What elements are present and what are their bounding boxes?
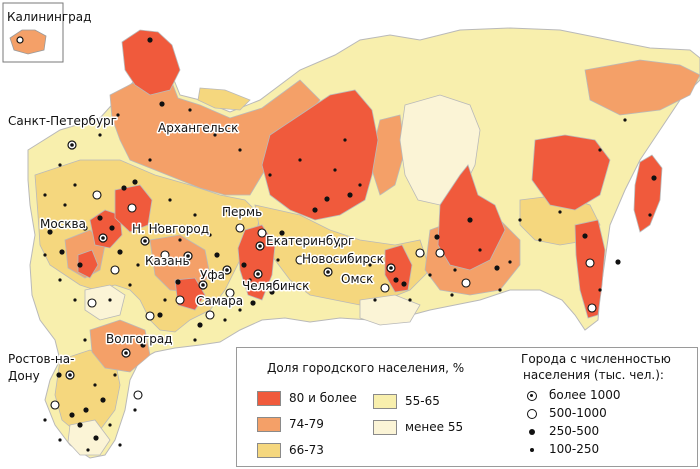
legend-size-over-1000: более 1000 [549, 388, 621, 402]
legend-label-74-79: 74-79 [289, 417, 324, 431]
legend-size-500-1000: 500-1000 [549, 406, 607, 420]
legend-label-66-73: 66-73 [289, 443, 324, 457]
city-label-arkhangelsk: Архангельск [158, 121, 238, 135]
zone-less-55-volga [84, 284, 126, 321]
zone-80-krasnoyarsk [437, 164, 506, 271]
zone-80-tula [77, 249, 99, 279]
zone-74-79-fareast [584, 59, 700, 116]
city-label-ekaterinburg: Екатеринбург [266, 234, 354, 248]
city-label-perm: Пермь [222, 205, 262, 219]
legend-swatch-80-plus [257, 391, 281, 406]
legend-label-55-65: 55-65 [405, 394, 440, 408]
kaliningrad-region [9, 29, 47, 55]
legend-label-less-55: менее 55 [405, 420, 464, 434]
legend-swatch-74-79 [257, 417, 281, 432]
hollow-circle-icon [527, 409, 537, 419]
city-label-chelyabinsk: Челябинск [242, 279, 309, 293]
legend-swatch-less-55 [373, 420, 397, 435]
zone-80-kamchatka [633, 154, 663, 233]
zone-80-murmansk [121, 29, 181, 96]
small-dot-icon [530, 448, 534, 452]
legend-cities-title-line2: населения (тыс. чел.): [523, 368, 664, 382]
city-label-kazan: Казань [145, 254, 190, 268]
city-label-rostov-line1: Ростов-на- [8, 352, 74, 366]
ringed-dot-icon [527, 391, 537, 401]
city-label-ufa: Уфа [200, 268, 225, 282]
zone-80-primorye [574, 219, 606, 319]
zone-80-kemerovo [384, 244, 413, 293]
city-label-spb: Санкт-Петербург [8, 114, 117, 128]
city-label-rostov-line2: Дону [8, 369, 40, 383]
city-label-novosibirsk: Новосибирск [302, 252, 384, 266]
legend-size-100-250: 100-250 [549, 442, 600, 456]
legend-swatch-55-65 [373, 394, 397, 409]
city-label-moscow: Москва [40, 217, 86, 231]
zone-66-73-siberia [254, 204, 431, 306]
kaliningrad-city-icon [16, 36, 24, 44]
zone-80-magadan [531, 134, 611, 211]
cities-100-250 [43, 108, 652, 452]
city-label-samara: Самара [196, 294, 243, 308]
cities-250-500 [47, 37, 657, 441]
zone-74-79-south [89, 319, 151, 373]
zone-66-73-north [197, 87, 251, 111]
kaliningrad-label: Калининград [7, 10, 91, 24]
legend-label-80-plus: 80 и более [289, 391, 357, 405]
black-dot-icon [529, 429, 535, 435]
zone-less-55-south [359, 294, 421, 326]
cities-500-1000 [50, 190, 597, 410]
map-legend: Доля городского населения, % 80 и более … [236, 347, 698, 467]
legend-size-250-500: 250-500 [549, 424, 600, 438]
cities-over-1000 [65, 140, 396, 380]
city-label-omsk: Омск [341, 272, 373, 286]
zone-less-55-caucasus [67, 419, 111, 456]
city-label-volgograd: Волгоград [106, 332, 172, 346]
legend-share-title: Доля городского населения, % [267, 361, 465, 375]
zone-80-khmao [261, 89, 379, 221]
legend-cities-title-line1: Города с численностью [521, 352, 671, 366]
legend-swatch-66-73 [257, 443, 281, 458]
city-label-nnovgorod: Н. Новгород [132, 222, 209, 236]
